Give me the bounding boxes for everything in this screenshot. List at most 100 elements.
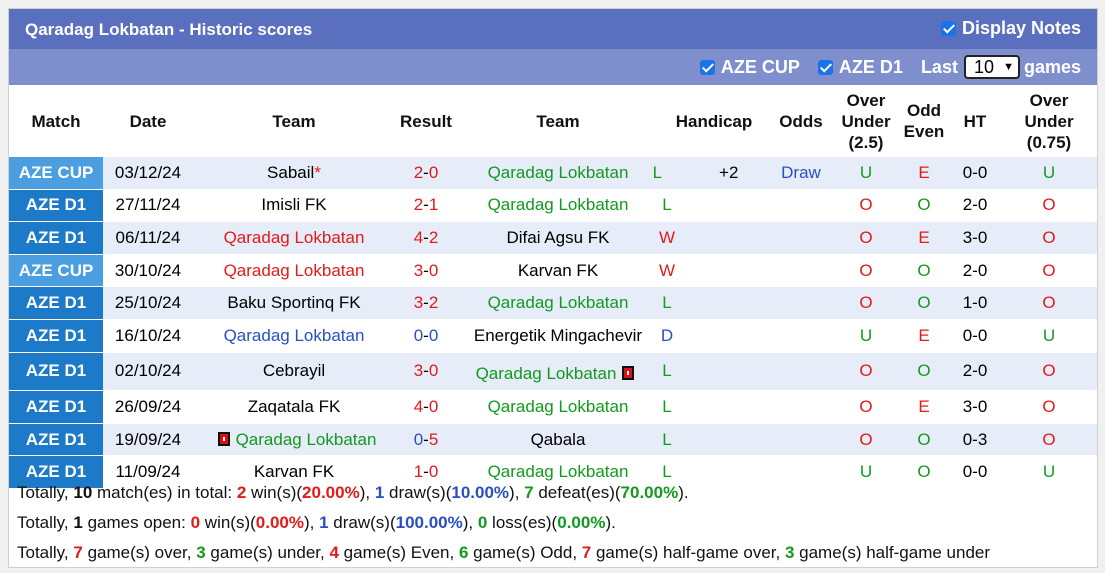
display-notes-label: Display Notes [961,18,1081,38]
filters: AZE CUP AZE D1 Last 10 ▼ games [699,55,1081,79]
summary-line: Totally, 7 game(s) over, 3 game(s) under… [17,543,991,562]
display-notes-checkbox[interactable] [940,21,956,36]
score-home: 1 [413,462,424,482]
home-team-cell: Qaradag Lokbatan [193,423,395,457]
league-badge[interactable]: AZE D1 [9,390,103,424]
odds-cell[interactable] [769,221,833,255]
result-cell[interactable]: 2-1 [395,189,457,223]
outcome-letter: L [662,361,672,381]
handicap-cell: L +2 [653,157,769,190]
away-team-link[interactable]: Difai Agsu FK [506,227,610,247]
home-team-link[interactable]: Baku Sportinq FK [227,293,361,313]
league-badge[interactable]: AZE D1 [9,221,103,255]
away-team-link[interactable]: Qaradag Lokbatan [487,462,629,482]
result-cell[interactable]: 4-0 [395,390,457,424]
league-badge[interactable]: AZE D1 [9,455,103,489]
away-team-link[interactable]: Qaradag Lokbatan [487,396,629,416]
col-result: Result [395,85,457,157]
odd-even: E [899,319,949,353]
table-row[interactable]: AZE D1 16/10/24 Qaradag Lokbatan 0-0 Energet… [9,319,1097,353]
table-row[interactable]: AZE D1 02/10/24 Cebrayil 3-0 Qaradag Lokbata… [9,352,1097,392]
handicap-value: +2 [719,162,739,182]
result-cell[interactable]: 1-0 [395,455,457,489]
result-cell[interactable]: 0-5 [395,423,457,457]
home-team-link[interactable]: Qaradag Lokbatan [235,429,377,449]
handicap-cell: L [659,286,769,320]
odds-cell[interactable] [769,254,833,288]
away-team-link[interactable]: Qaradag Lokbatan [487,195,629,215]
table-row[interactable]: AZE D1 11/09/24 Karvan FK 1-0 Qaradag Lokbat… [9,455,1097,489]
odds-cell[interactable] [769,319,833,353]
table-row[interactable]: AZE CUP 30/10/24 Qaradag Lokbatan 3-0 Karvan… [9,254,1097,288]
home-team-link[interactable]: Karvan FK [253,462,335,482]
display-notes-toggle[interactable]: Display Notes [940,18,1081,39]
table-row[interactable]: AZE D1 27/11/24 Imisli FK 2-1 Qaradag Lokbat… [9,189,1097,223]
odd-even: E [899,221,949,255]
away-team-cell: Energetik Mingachevir [457,319,659,353]
outcome-letter: W [658,260,676,280]
home-team-cell: Imisli FK [193,189,395,223]
score-separator: - [423,462,429,482]
result-cell[interactable]: 2-0 [395,157,457,190]
result-cell[interactable]: 3-0 [395,254,457,288]
league-badge[interactable]: AZE CUP [9,157,103,190]
home-team-link[interactable]: Qaradag Lokbatan [223,325,365,345]
col-handicap: Handicap [659,85,769,157]
home-team-link[interactable]: Zaqatala FK [247,396,341,416]
home-team-link[interactable]: Qaradag Lokbatan [223,260,365,280]
home-team-link[interactable]: Qaradag Lokbatan [223,227,365,247]
table-row[interactable]: AZE D1 26/09/24 Zaqatala FK 4-0 Qaradag Lokb… [9,390,1097,424]
away-team-link[interactable]: Qaradag Lokbatan [487,162,629,182]
red-card-icon [622,366,635,381]
odds-cell[interactable] [769,352,833,392]
scores-table: Match Date Team Result Team Handicap Odd… [9,85,1097,489]
last-games-select[interactable]: 10 ▼ [963,55,1020,79]
over-under-075: U [1001,455,1097,489]
away-team-link[interactable]: Qaradag Lokbatan [487,293,629,313]
away-team-link[interactable]: Qaradag Lokbatan [475,364,617,384]
title-bar: Qaradag Lokbatan - Historic scores Displ… [9,9,1097,49]
league-badge[interactable]: AZE D1 [9,423,103,457]
table-row[interactable]: AZE D1 06/11/24 Qaradag Lokbatan 4-2 Difai A… [9,221,1097,255]
odds-cell[interactable] [769,390,833,424]
result-cell[interactable]: 3-2 [395,286,457,320]
odds-cell[interactable] [769,455,833,489]
score-home: 2 [413,162,424,182]
league-badge[interactable]: AZE D1 [9,189,103,223]
filter-aze-d1-checkbox[interactable] [817,59,833,75]
table-row[interactable]: AZE D1 25/10/24 Baku Sportinq FK 3-2 Qaradag… [9,286,1097,320]
over-under-075: O [1001,189,1097,223]
table-row[interactable]: AZE CUP 03/12/24 Sabail* 2-0 Qaradag Lokbata… [9,157,1097,190]
league-badge[interactable]: AZE D1 [9,352,103,392]
odds-cell[interactable] [769,286,833,320]
league-badge[interactable]: AZE D1 [9,319,103,353]
odds-cell[interactable] [769,423,833,457]
filter-bar: AZE CUP AZE D1 Last 10 ▼ games [9,49,1097,85]
league-badge[interactable]: AZE D1 [9,286,103,320]
handicap-cell: L [659,423,769,457]
odd-even: O [899,254,949,288]
odds-cell[interactable]: Draw [769,157,833,190]
home-team-cell: Baku Sportinq FK [193,286,395,320]
handicap-cell: L [659,390,769,424]
handicap-cell: L [659,352,769,392]
panel-title: Qaradag Lokbatan - Historic scores [25,20,313,39]
red-card-icon [217,431,230,446]
odd-even: E [899,390,949,424]
result-cell[interactable]: 3-0 [395,352,457,392]
home-team-link[interactable]: Cebrayil [262,361,326,381]
filter-aze-cup-checkbox[interactable] [699,59,715,75]
away-team-link[interactable]: Qabala [530,429,586,449]
result-cell[interactable]: 4-2 [395,221,457,255]
home-team-link[interactable]: Imisli FK [261,195,327,215]
table-row[interactable]: AZE D1 19/09/24 Qaradag Lokbatan 0-5 Qabala L… [9,423,1097,457]
away-team-link[interactable]: Karvan FK [517,260,599,280]
match-date: 06/11/24 [103,221,193,255]
col-over-under-075: Over Under (0.75) [1001,85,1097,157]
away-team-link[interactable]: Energetik Mingachevir [473,325,643,345]
result-cell[interactable]: 0-0 [395,319,457,353]
league-badge[interactable]: AZE CUP [9,254,103,288]
odds-cell[interactable] [769,189,833,223]
home-team-link[interactable]: Sabail [267,162,315,182]
handicap-cell: L [659,455,769,489]
